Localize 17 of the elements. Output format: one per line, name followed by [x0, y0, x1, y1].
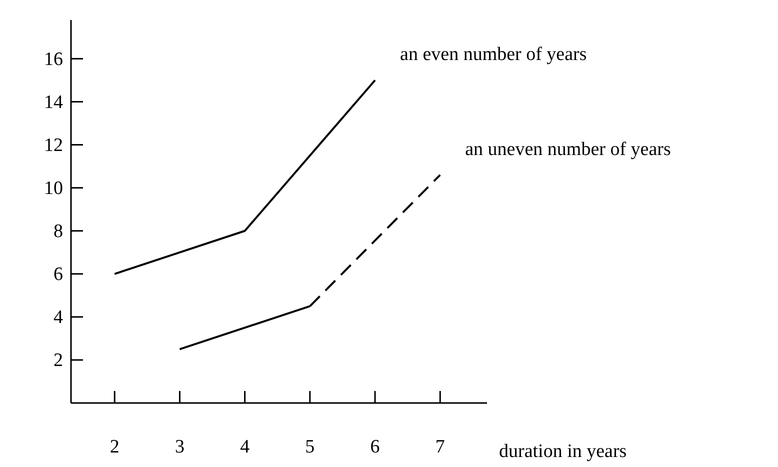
- x-tick-label: 3: [174, 436, 184, 458]
- y-tick-label: 6: [54, 264, 63, 285]
- y-tick-label: 8: [54, 220, 63, 242]
- y-tick-label: 2: [54, 350, 63, 372]
- x-tick-label: 4: [240, 436, 250, 458]
- y-tick-label: 12: [44, 134, 63, 156]
- x-tick-label: 6: [370, 436, 380, 458]
- x-axis-title: duration in years: [499, 441, 627, 462]
- y-tick-label: 10: [44, 178, 63, 199]
- y-tick-label: 16: [44, 48, 63, 70]
- series-label: an even number of years: [400, 44, 587, 66]
- y-tick-label: 14: [44, 92, 64, 113]
- x-tick-label: 2: [110, 436, 120, 458]
- x-tick-label: 5: [305, 436, 315, 458]
- series-label: an uneven number of years: [465, 138, 671, 160]
- y-tick-label: 4: [54, 307, 64, 328]
- x-tick-label: 7: [435, 436, 445, 458]
